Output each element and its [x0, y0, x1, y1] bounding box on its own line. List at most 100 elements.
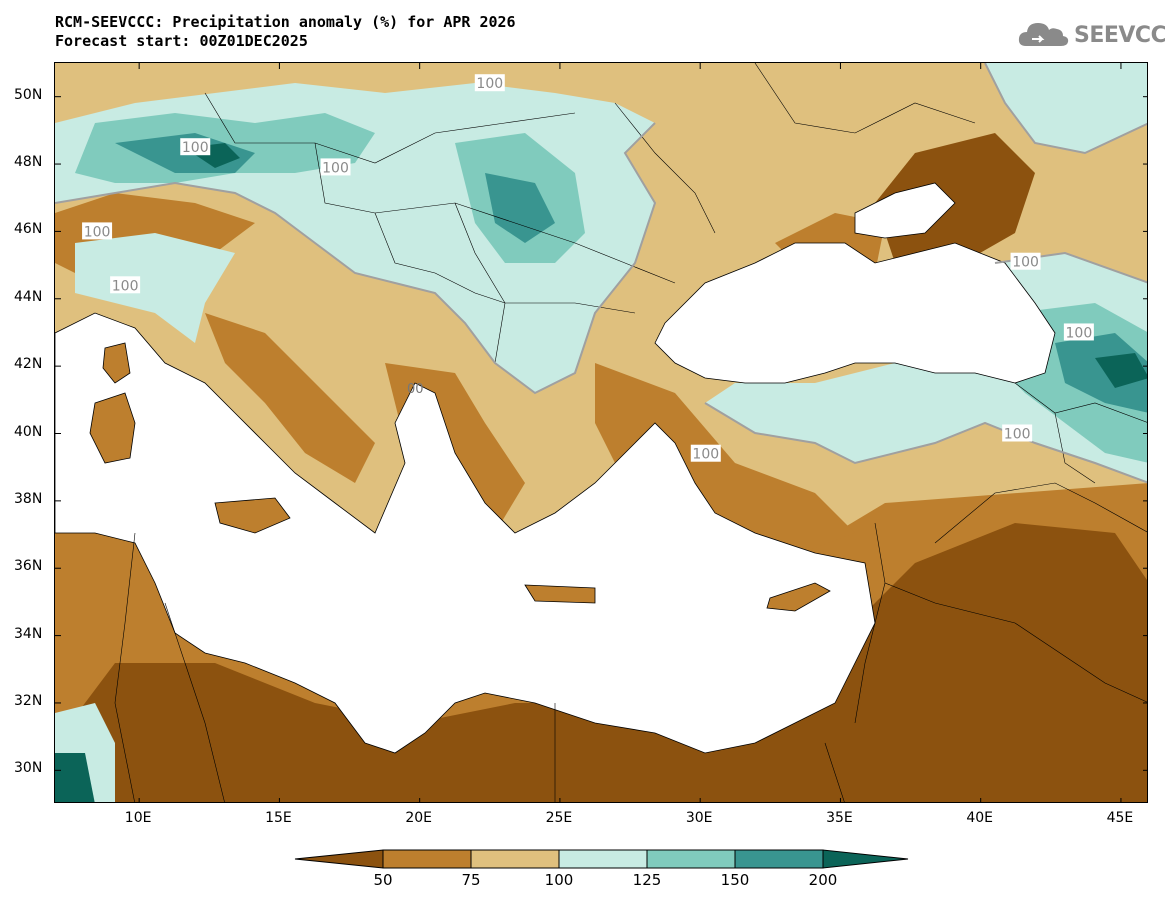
- lon-tick-label: 10E: [124, 810, 152, 826]
- contour-label-text: 100: [692, 447, 719, 463]
- logo-text: SEEVCCC: [1074, 22, 1165, 48]
- contour-label-bg: [1010, 252, 1041, 270]
- lat-tick-label: 48N: [14, 154, 43, 171]
- contour-label-bg: [1002, 424, 1033, 442]
- border-line: [514, 222, 676, 284]
- contour-label: 100: [474, 74, 505, 92]
- contour-label-bg: [690, 444, 721, 462]
- lon-tick-label: 15E: [265, 810, 292, 826]
- contour-label-bg: [180, 138, 211, 156]
- seevccc-logo: SEEVCCC: [1016, 20, 1165, 50]
- contour-label-bg: [82, 222, 113, 240]
- contour-label-bg: [474, 74, 505, 92]
- colorbar-tick-label: 50: [373, 871, 392, 889]
- lat-tick-label: 34N: [14, 625, 43, 642]
- border-line: [1054, 412, 1096, 484]
- country-borders: [114, 63, 1147, 802]
- mediterranean-sea: [55, 312, 876, 754]
- extreme-wet-zone-2: [1095, 353, 1147, 388]
- border-line: [1014, 382, 1147, 423]
- contour-label: 100: [1002, 424, 1033, 443]
- colorbar-box: [646, 849, 736, 869]
- colorbar-tick-label: 125: [633, 871, 662, 889]
- contour-line: [984, 63, 1147, 155]
- contour-label-bg: [320, 158, 351, 176]
- contour-labels: 100 100 100 100 100 100 100 100 100: [82, 74, 1094, 463]
- wet-zone-northeast: [985, 63, 1147, 153]
- lon-tick-label: 30E: [685, 810, 713, 826]
- border-line: [754, 63, 976, 134]
- lon-tick-label: 20E: [405, 810, 432, 826]
- wet-zone-alps: [75, 233, 235, 343]
- contour-label-bg: [110, 276, 141, 294]
- colorbar-extend-low: [294, 849, 384, 869]
- lat-tick-label: 36N: [14, 558, 43, 575]
- island-sardinia: [89, 392, 136, 464]
- contour-line: [55, 122, 657, 395]
- island-sicily: [214, 497, 291, 534]
- map-panel: 100 100 100 100 100 100 100 100 100 00: [54, 62, 1148, 803]
- border-line: [934, 482, 1147, 544]
- lon-tick-label: 25E: [545, 810, 573, 826]
- dry-zone-anatolia: [595, 363, 855, 563]
- contour-label: 100: [1063, 323, 1094, 341]
- contour-line: [704, 402, 1147, 484]
- contour-label: 100: [690, 444, 721, 463]
- colorbar-tick-label: 150: [721, 871, 750, 889]
- colorbar-ticks: 50 75 100 125 150 200: [373, 871, 837, 889]
- very-wet-zone-2: [485, 173, 555, 243]
- island-corsica: [102, 342, 131, 384]
- border-line: [454, 202, 506, 364]
- lon-tick-label: 45E: [1106, 810, 1134, 826]
- border-line: [614, 102, 716, 234]
- very-wet-zone-3: [1055, 333, 1147, 413]
- contour-label-text: 100: [112, 278, 139, 294]
- contour-label-text: 100: [476, 76, 503, 92]
- lat-tick-label: 30N: [14, 760, 43, 777]
- lat-tick-label: 42N: [14, 356, 43, 373]
- colorbar-box: [470, 849, 560, 869]
- chart-title: RCM-SEEVCCC: Precipitation anomaly (%) f…: [55, 13, 516, 51]
- colorbar-tick-label: 200: [809, 871, 838, 889]
- border-line: [854, 522, 886, 724]
- colorbar-boxes: [294, 849, 909, 869]
- border-line: [164, 602, 225, 802]
- lat-tick-label: 40N: [14, 423, 43, 440]
- lon-tick-label: 35E: [826, 810, 853, 826]
- border-line: [824, 742, 845, 802]
- lon-tick-label: 40E: [966, 810, 994, 826]
- island-crete: [524, 584, 596, 604]
- colorbar-box: [382, 849, 472, 869]
- contour-label-text: 100: [84, 224, 111, 240]
- lat-tick-label: 32N: [14, 692, 43, 709]
- title-line-1: RCM-SEEVCCC: Precipitation anomaly (%) f…: [55, 13, 516, 31]
- colorbar-tick-label: 100: [545, 871, 574, 889]
- extreme-wet-zone-libya: [55, 753, 95, 802]
- border-line: [114, 532, 136, 802]
- contour-label: 100: [82, 222, 113, 240]
- contour-label-text: 100: [1004, 427, 1031, 443]
- title-line-2: Forecast start: 00Z01DEC2025: [55, 32, 308, 50]
- contour-label-text: 100: [1012, 255, 1039, 271]
- precipitation-anomaly-map: 100 100 100 100 100 100 100 100 100 00: [55, 63, 1147, 802]
- contour-label-bg: [1063, 323, 1094, 341]
- black-sea: [654, 242, 1056, 384]
- lat-tick-label: 44N: [14, 288, 43, 305]
- colorbar-box: [734, 849, 824, 869]
- border-line: [884, 582, 1147, 703]
- colorbar-extend-high: [822, 849, 909, 869]
- lat-tick-label: 38N: [14, 490, 43, 507]
- contour-label: 100: [110, 276, 141, 294]
- axis-ticks: [55, 63, 1147, 802]
- contour-label: 100: [180, 138, 211, 156]
- contour-label: 100: [320, 158, 351, 176]
- azov-sea: [854, 182, 956, 239]
- very-dry-zone-africa: [55, 523, 1147, 802]
- contour-label-text: 100: [182, 140, 209, 156]
- lat-tick-label: 50N: [14, 86, 43, 103]
- island-cyprus: [766, 582, 831, 612]
- contour-label-text: 100: [322, 160, 349, 176]
- cloud-icon: [1018, 23, 1069, 46]
- contour-label-partial: 00: [407, 382, 424, 397]
- border-line: [374, 212, 636, 314]
